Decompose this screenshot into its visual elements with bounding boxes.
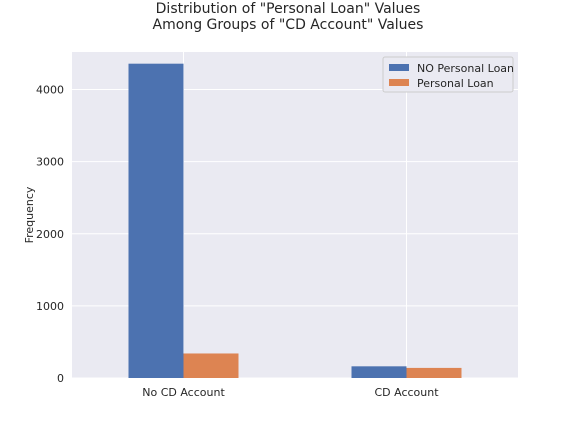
legend-box [382, 56, 514, 93]
bar [183, 353, 239, 378]
y-axis-ticks: 0 1000 2000 3000 4000 [36, 84, 64, 385]
y-tick-label: 0 [57, 372, 64, 385]
bar [351, 366, 407, 378]
chart-title-line-1: Distribution of "Personal Loan" Values [155, 1, 421, 17]
chart-title-line-2: Among Groups of "CD Account" Values [152, 17, 424, 33]
legend-swatch [389, 79, 409, 86]
legend-label: Personal Loan [417, 77, 494, 90]
chart-title: Distribution of "Personal Loan" Values A… [0, 1, 576, 33]
y-axis-label: Frequency [23, 186, 36, 243]
bar [406, 367, 462, 378]
legend-label: NO Personal Loan [417, 62, 514, 75]
y-tick-label: 3000 [36, 156, 64, 169]
legend: NO Personal Loan Personal Loan [382, 56, 514, 93]
legend-swatch [389, 64, 409, 71]
x-axis-ticks: No CD Account CD Account [142, 386, 439, 399]
x-tick-label: CD Account [374, 386, 439, 399]
bars [128, 63, 462, 378]
x-tick-label: No CD Account [142, 386, 225, 399]
bar [128, 63, 184, 378]
y-tick-label: 4000 [36, 84, 64, 97]
y-tick-label: 1000 [36, 300, 64, 313]
y-tick-label: 2000 [36, 228, 64, 241]
